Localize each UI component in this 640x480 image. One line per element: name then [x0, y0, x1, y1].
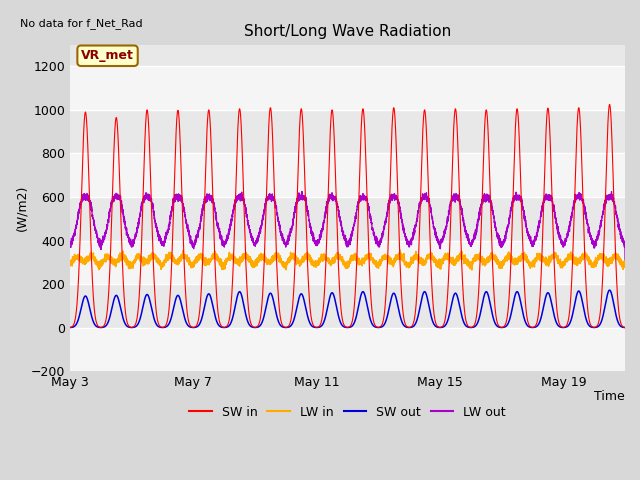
Bar [70, 327, 625, 371]
Bar [70, 240, 625, 284]
X-axis label: Time: Time [595, 390, 625, 403]
Bar [70, 66, 625, 110]
Text: VR_met: VR_met [81, 49, 134, 62]
Y-axis label: (W/m2): (W/m2) [15, 185, 28, 231]
Legend: SW in, LW in, SW out, LW out: SW in, LW in, SW out, LW out [184, 401, 511, 424]
Bar [70, 154, 625, 197]
Text: No data for f_Net_Rad: No data for f_Net_Rad [20, 18, 143, 29]
Title: Short/Long Wave Radiation: Short/Long Wave Radiation [244, 24, 451, 39]
